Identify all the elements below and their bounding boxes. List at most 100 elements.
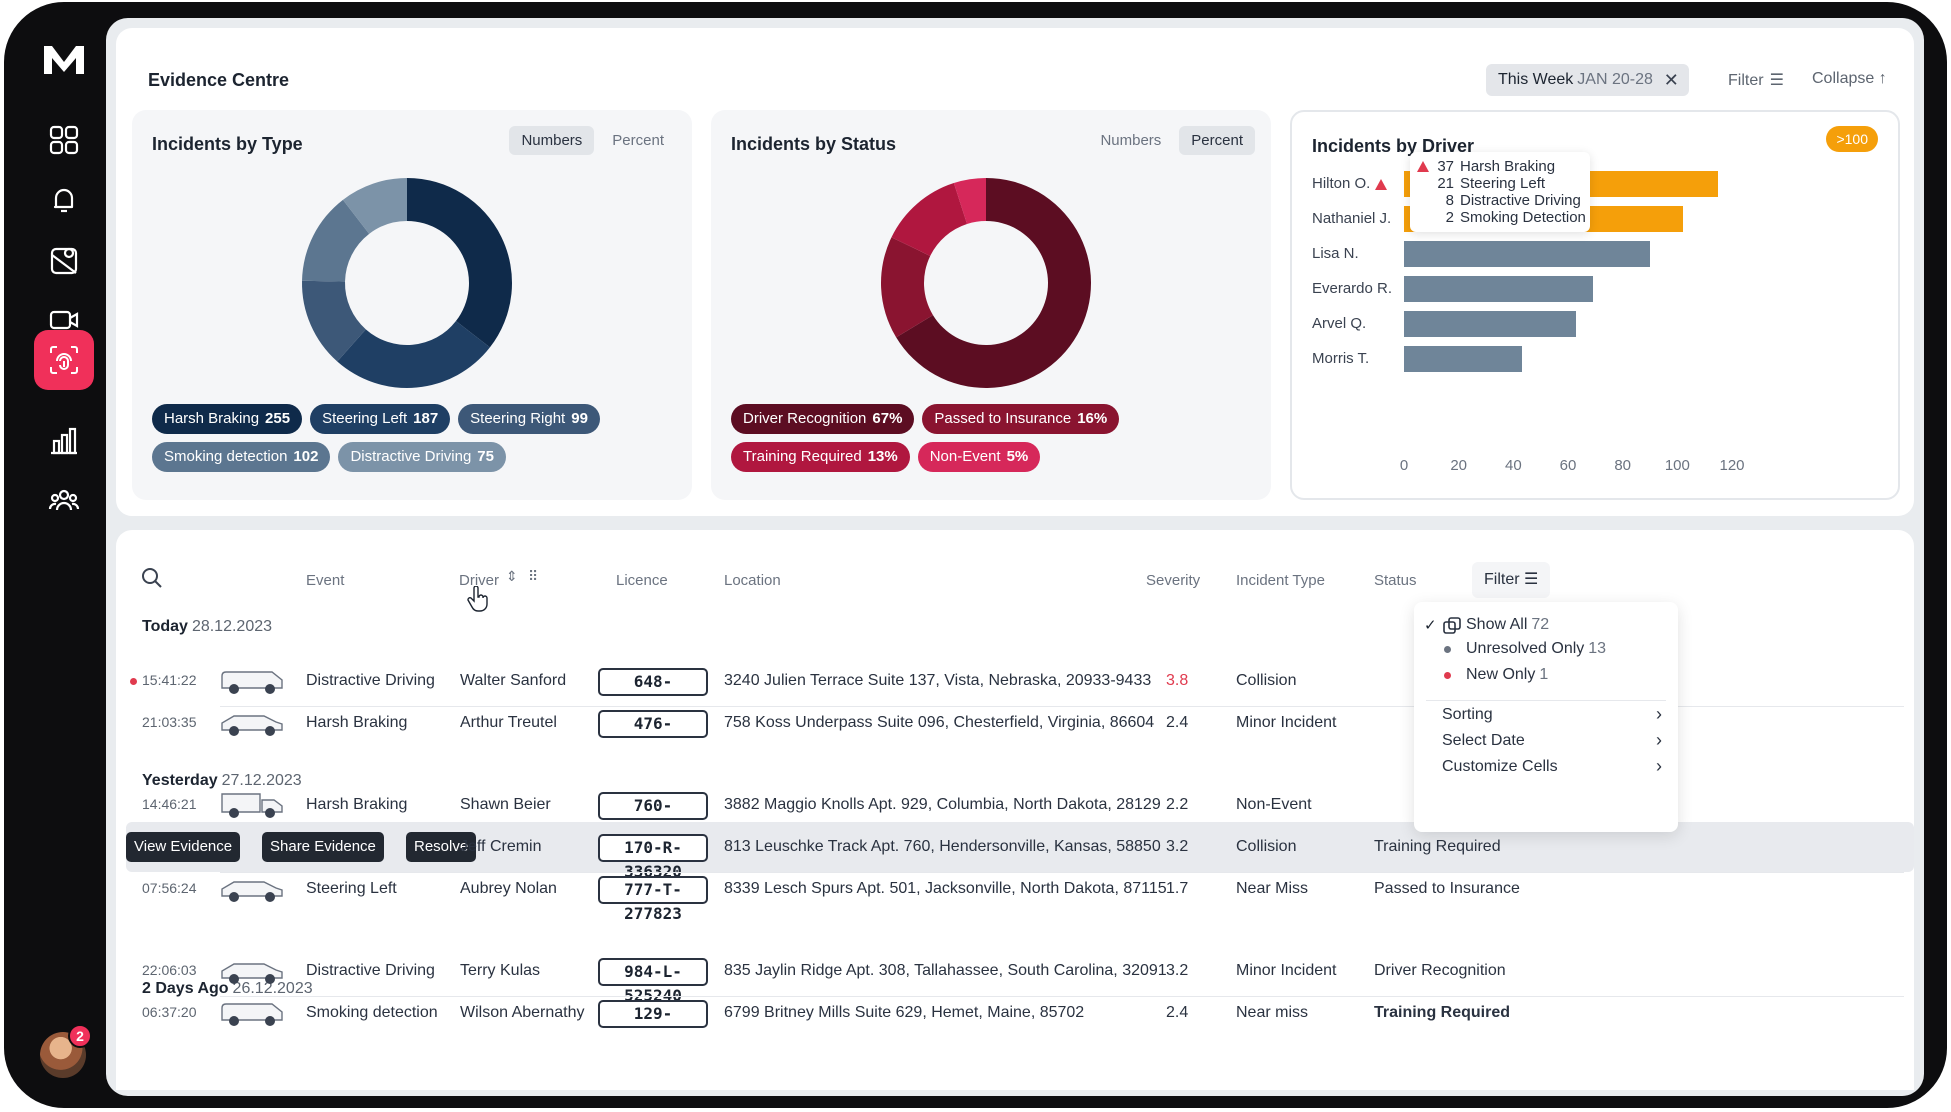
nav-map[interactable] — [34, 230, 94, 290]
driver-name: Terry Kulas — [460, 962, 541, 979]
nav-evidence[interactable] — [34, 330, 94, 390]
toggle-numbers[interactable]: Numbers — [509, 126, 595, 155]
legend-pill[interactable]: Steering Right 99 — [458, 404, 600, 434]
event-time: 14:46:21 — [142, 796, 197, 812]
col-incident-type[interactable]: Incident Type — [1236, 572, 1325, 589]
card-incidents-by-type: Incidents by Type Numbers Percent Harsh … — [132, 110, 692, 500]
video-camera-icon — [49, 310, 79, 330]
status: Training Required — [1374, 838, 1501, 855]
table-row[interactable]: 06:37:20 Smoking detection Wilson Abernath… — [126, 988, 1914, 1038]
period-chip[interactable]: This Week JAN 20-28 ✕ — [1486, 64, 1689, 96]
location: 3882 Maggio Knolls Apt. 929, Columbia, N… — [724, 796, 1161, 813]
incident-type: Minor Incident — [1236, 962, 1337, 979]
legend-pill[interactable]: Distractive Driving 75 — [338, 442, 506, 472]
location: 813 Leuschke Track Apt. 760, Hendersonvi… — [724, 838, 1161, 855]
chart-bar[interactable] — [1404, 346, 1522, 372]
top-filter-button[interactable]: Filter ☰ — [1728, 70, 1784, 90]
table-row[interactable]: 21:03:35 Harsh Braking Arthur Treutel 476- 7… — [126, 698, 1914, 748]
table-row[interactable]: 07:56:24 Steering Left Aubrey Nolan 777-T-2… — [126, 864, 1914, 923]
drag-handle-icon[interactable]: ⠿ — [528, 568, 539, 584]
donut-slice[interactable] — [342, 178, 407, 234]
resolve-button[interactable]: Resolve — [406, 832, 477, 862]
event-name: Harsh Braking — [306, 796, 408, 813]
legend-pill[interactable]: Smoking detection 102 — [152, 442, 331, 472]
toggle-numbers[interactable]: Numbers — [1100, 132, 1162, 149]
donut-slice[interactable] — [302, 280, 366, 362]
legend-pill[interactable]: Driver Recognition 67% — [731, 404, 915, 434]
period-range: JAN 20-28 — [1577, 71, 1653, 88]
tick-label: 20 — [1450, 457, 1467, 474]
filter-new-only[interactable]: New Only 1 — [1466, 666, 1549, 683]
severity: 3.8 — [1166, 672, 1189, 689]
search-icon[interactable] — [140, 566, 164, 590]
driver-name: Walter Sanford — [460, 672, 567, 689]
donut-slice[interactable] — [891, 183, 968, 256]
menu-select-date[interactable]: Select Date › — [1442, 730, 1662, 750]
table-row[interactable]: 22:06:03 Distractive Driving Terry Kulas 98… — [126, 946, 1914, 1005]
col-status[interactable]: Status — [1374, 572, 1417, 589]
filter-unresolved[interactable]: Unresolved Only 13 — [1466, 640, 1607, 657]
nav-drivers[interactable] — [34, 470, 94, 530]
driver-name: Arthur Treutel — [460, 714, 557, 731]
donut-slice[interactable] — [302, 199, 370, 282]
table-filter-button[interactable]: Filter ☰ — [1472, 562, 1551, 598]
van-icon — [221, 671, 283, 694]
row-divider — [220, 872, 1904, 873]
chart-bar[interactable] — [1404, 311, 1577, 337]
nav-reports[interactable] — [34, 410, 94, 470]
card-title: Incidents by Type — [152, 134, 303, 154]
col-severity[interactable]: Severity — [1146, 572, 1201, 589]
close-icon[interactable]: ✕ — [1663, 70, 1679, 90]
menu-sorting[interactable]: Sorting › — [1442, 704, 1662, 724]
card-title: Incidents by Driver — [1312, 136, 1475, 156]
donut-slice[interactable] — [407, 178, 512, 348]
incident-type: Near Miss — [1236, 880, 1309, 897]
nav-video[interactable] — [34, 290, 94, 350]
collapse-button[interactable]: Collapse ↑ — [1812, 70, 1887, 88]
legend-status: Driver Recognition 67% Passed to Insurance… — [731, 404, 1251, 472]
driver-name: Jeff Cremin — [460, 838, 542, 855]
severity: 2.4 — [1166, 1004, 1189, 1021]
chart-bar[interactable] — [1404, 241, 1650, 267]
table-row[interactable]: 14:46:21 Harsh Braking Shawn Beier 760- 3882… — [126, 780, 1914, 830]
location: 6799 Britney Mills Suite 629, Hemet, Mai… — [724, 1004, 1085, 1021]
legend-pill[interactable]: Passed to Insurance 16% — [922, 404, 1120, 434]
row-divider — [220, 996, 1904, 997]
severity: 1.7 — [1166, 880, 1189, 897]
driver-name: Aubrey Nolan — [460, 880, 557, 897]
table-row[interactable]: 15:41:22 Distractive Driving Walter Sanfor… — [126, 656, 1914, 706]
grid-icon — [49, 125, 79, 155]
chart-bar[interactable] — [1404, 276, 1593, 302]
licence-plate: 648- — [598, 668, 708, 696]
legend-pill[interactable]: Harsh Braking 255 — [152, 404, 303, 434]
red-dot-icon — [1444, 672, 1451, 679]
col-event[interactable]: Event — [306, 572, 345, 589]
suv-icon — [221, 963, 283, 984]
event-time: 22:06:03 — [142, 962, 197, 978]
col-driver[interactable]: Driver — [459, 572, 499, 589]
event-time: 15:41:22 — [142, 672, 197, 688]
page-title: Evidence Centre — [148, 70, 290, 90]
col-licence[interactable]: Licence — [616, 572, 668, 589]
sort-icon[interactable]: ⇕ — [506, 568, 518, 584]
donut-slice[interactable] — [896, 178, 1091, 388]
toggle-percent[interactable]: Percent — [1179, 126, 1255, 155]
donut-slice[interactable] — [337, 321, 490, 388]
legend-pill[interactable]: Steering Left 187 — [310, 404, 451, 434]
view-evidence-button[interactable]: View Evidence — [126, 832, 241, 862]
filter-show-all[interactable]: Show All 72 — [1466, 616, 1550, 633]
toggle-percent[interactable]: Percent — [612, 132, 664, 149]
grey-dot-icon — [1444, 646, 1451, 653]
nav-notifications[interactable] — [34, 170, 94, 230]
licence-plate: 476- — [598, 710, 708, 738]
legend-pill[interactable]: Training Required 13% — [731, 442, 910, 472]
menu-customize-cells[interactable]: Customize Cells › — [1442, 756, 1662, 776]
legend-pill[interactable]: Non-Event 5% — [917, 442, 1041, 472]
donut-slice[interactable] — [881, 237, 933, 338]
nav-dashboard[interactable] — [34, 110, 94, 170]
logo[interactable] — [40, 40, 88, 80]
donut-slice[interactable] — [953, 178, 986, 224]
filter-icon: ☰ — [1769, 72, 1784, 89]
col-location[interactable]: Location — [724, 572, 781, 589]
share-evidence-button[interactable]: Share Evidence — [262, 832, 384, 862]
